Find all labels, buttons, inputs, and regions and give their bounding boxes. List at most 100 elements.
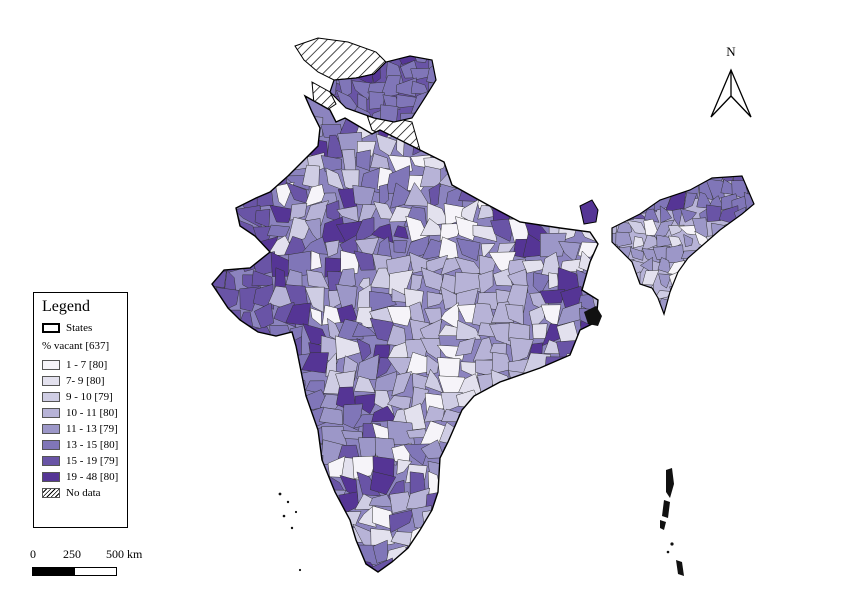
district	[404, 559, 432, 572]
district	[644, 176, 659, 184]
district	[556, 477, 585, 498]
district	[612, 180, 617, 199]
district	[540, 232, 567, 258]
district	[510, 510, 534, 529]
states-label: States	[66, 322, 93, 334]
district	[257, 542, 274, 568]
district	[617, 180, 634, 199]
district	[699, 270, 713, 287]
district	[306, 489, 325, 513]
district	[743, 244, 754, 266]
district	[492, 150, 513, 171]
district	[445, 155, 462, 172]
district	[559, 436, 585, 457]
district	[612, 262, 616, 278]
district	[505, 133, 534, 152]
district	[238, 575, 261, 593]
district	[355, 149, 371, 172]
district	[286, 540, 306, 567]
district	[717, 298, 738, 314]
district	[343, 555, 362, 572]
district	[595, 437, 598, 462]
northeast-district-patches	[612, 176, 754, 314]
district	[212, 320, 226, 342]
district	[478, 147, 499, 174]
district	[220, 584, 243, 599]
district	[212, 505, 223, 525]
legend-class-label: 10 - 11 [80]	[66, 407, 118, 419]
district	[628, 184, 648, 199]
district	[683, 233, 694, 248]
district	[612, 209, 623, 224]
district	[200, 576, 225, 597]
legend-class-2: 7- 9 [80]	[42, 373, 121, 389]
district	[240, 169, 256, 189]
district	[543, 190, 565, 209]
district	[221, 354, 244, 379]
district	[321, 576, 346, 601]
district	[708, 243, 727, 265]
district	[212, 354, 224, 381]
district	[356, 337, 372, 362]
legend-class-7: 15 - 19 [79]	[42, 453, 121, 469]
district	[540, 526, 569, 544]
district	[422, 525, 448, 547]
legend-class-swatch	[42, 472, 60, 482]
district	[577, 407, 598, 427]
scale-label-500: 500 km	[106, 547, 143, 561]
states-swatch	[42, 323, 60, 333]
district	[555, 386, 585, 415]
district	[321, 508, 343, 535]
district	[290, 454, 313, 475]
district	[544, 136, 565, 160]
district	[594, 487, 598, 516]
district	[556, 558, 583, 572]
district	[734, 217, 749, 240]
district	[240, 408, 257, 429]
district	[266, 473, 291, 495]
district	[629, 247, 644, 261]
district	[539, 289, 566, 304]
district	[267, 576, 292, 599]
district	[222, 121, 241, 140]
district	[556, 371, 579, 397]
district	[238, 239, 259, 261]
district	[217, 437, 245, 462]
district	[287, 216, 312, 243]
district	[658, 273, 672, 289]
scale-label-0: 0	[30, 547, 36, 561]
district	[489, 509, 514, 533]
district	[236, 444, 261, 467]
district	[612, 243, 618, 265]
district	[705, 270, 725, 289]
district	[458, 140, 475, 158]
no-data-swatch	[42, 488, 60, 498]
district	[732, 298, 749, 314]
district	[268, 153, 294, 169]
district	[217, 489, 242, 515]
district	[492, 557, 515, 572]
district	[507, 165, 527, 187]
district	[615, 231, 633, 248]
legend-states-entry: States	[42, 322, 121, 334]
district	[597, 576, 611, 595]
district	[488, 541, 516, 568]
district	[506, 387, 525, 415]
district	[492, 116, 512, 141]
district	[318, 407, 344, 426]
district	[478, 270, 494, 296]
district	[285, 523, 313, 551]
district	[470, 168, 494, 185]
district	[212, 405, 219, 431]
district	[251, 174, 274, 189]
district	[472, 224, 498, 242]
district	[440, 556, 465, 572]
district	[489, 392, 516, 405]
district	[743, 218, 754, 238]
district	[239, 540, 262, 565]
district	[455, 216, 479, 241]
district	[463, 507, 475, 532]
district	[562, 495, 579, 517]
district	[471, 577, 494, 597]
district	[669, 308, 688, 314]
